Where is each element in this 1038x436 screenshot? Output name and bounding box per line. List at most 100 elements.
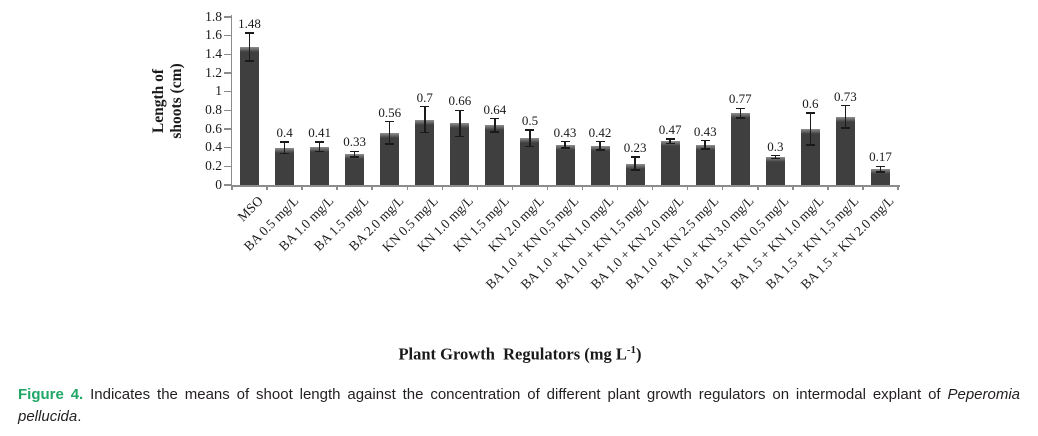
error-bar-cap-bottom (770, 157, 780, 160)
error-bar-cap-bottom (630, 169, 640, 171)
error-bar-cap-bottom (525, 145, 535, 148)
error-bar-cap-top (315, 141, 325, 143)
error-bar-line (248, 32, 251, 61)
error-bar-cap-bottom (490, 131, 500, 133)
y-axis-tick-label: 1 (215, 83, 222, 99)
error-bar-cap-top (805, 112, 815, 114)
bar (835, 116, 855, 185)
error-bar-line (809, 113, 812, 145)
y-axis-tick-label: 0.4 (205, 139, 222, 155)
error-bar-cap-top (490, 117, 500, 120)
error-bar-line (704, 140, 706, 150)
y-axis-tick-label: 0.6 (205, 120, 222, 136)
error-bar-line (879, 166, 882, 172)
y-axis-tick-label: 0.8 (205, 101, 222, 117)
y-axis-tick-label: 0 (215, 176, 222, 192)
bar (415, 119, 435, 185)
y-axis-tick (224, 165, 232, 168)
error-bar-cap-bottom (595, 149, 605, 151)
bar (695, 144, 715, 185)
error-bar-cap-bottom (805, 144, 815, 146)
y-axis-tick (224, 146, 232, 149)
y-axis-tick-label: 1.6 (205, 27, 222, 43)
error-bar-line (529, 129, 531, 147)
bar-chart: 0 0.2 0.4 0.6 0.8 1 1.2 1.4 1.6 1.8 1.48 MSO 0.4 BA 0… (205, 9, 900, 292)
error-bar-line (459, 110, 461, 137)
x-axis-tick (336, 185, 338, 190)
error-bar-line (283, 142, 286, 154)
bar-value-label: 0.43 (693, 123, 717, 139)
bar-value-label: 0.3 (767, 138, 784, 154)
error-bar-cap-top (700, 139, 710, 142)
error-bar-cap-top (525, 129, 535, 131)
error-bar-cap-top (630, 156, 640, 158)
error-bar-cap-bottom (315, 150, 325, 153)
error-bar-cap-top (735, 107, 745, 110)
y-axis-title-line1: Length of (150, 68, 167, 134)
x-axis-title: Plant Growth Regulators (mg L-1) (300, 344, 740, 365)
y-axis-tick (224, 184, 232, 186)
error-bar-cap-bottom (350, 156, 360, 158)
x-axis-tick (266, 185, 268, 190)
bar-value-label: 0.17 (869, 149, 892, 165)
x-axis-tick (476, 185, 479, 190)
error-bar-line (318, 142, 321, 152)
y-axis-tick (224, 53, 232, 56)
x-axis-title-text: Plant Growth Regulators (mg L (398, 344, 627, 364)
x-axis-tick (441, 185, 444, 190)
error-bar-line (564, 141, 566, 149)
error-bar-line (634, 157, 636, 171)
error-bar-line (599, 141, 601, 150)
bar-value-label: 0.56 (378, 104, 402, 120)
figure-caption: Figure 4. Indicates the means of shoot l… (18, 384, 1020, 427)
error-bar-line (424, 106, 426, 133)
figure-caption-body: Indicates the means of shoot length agai… (83, 386, 948, 403)
error-bar-cap-top (840, 104, 850, 107)
bar-value-label: 0.7 (416, 89, 433, 105)
error-bar-cap-bottom (840, 127, 850, 129)
bar (380, 132, 400, 185)
error-bar-cap-top (280, 141, 290, 143)
y-axis-tick-label: 1.2 (205, 64, 222, 80)
error-bar-cap-bottom (735, 117, 745, 119)
figure-caption-label: Figure 4. (18, 386, 84, 403)
bar-value-label: 0.42 (588, 124, 612, 140)
x-axis-tick (616, 185, 619, 190)
x-axis-tick (581, 185, 584, 190)
error-bar-cap-bottom (875, 171, 885, 173)
bar (660, 141, 680, 185)
bar-value-label: 0.4 (276, 125, 293, 141)
x-axis-tick (827, 185, 829, 190)
x-axis-tick (301, 185, 303, 190)
x-axis-title-close: ) (636, 344, 642, 364)
error-bar-cap-top (420, 105, 430, 108)
y-axis-title-line2: shoots (cm) (168, 63, 185, 139)
y-axis-title: Length of shoots (cm) (150, 63, 186, 138)
bar-value-label: 0.41 (308, 125, 331, 141)
figure-caption-species: Peperomia pellucida (18, 386, 1021, 425)
bar (485, 125, 505, 185)
error-bar-cap-bottom (700, 148, 710, 150)
x-axis-tick (686, 185, 689, 190)
bar (275, 147, 295, 185)
x-axis-title-superscript: -1 (626, 344, 637, 356)
bar (625, 163, 645, 185)
bar (240, 46, 260, 185)
y-axis-tick (224, 90, 232, 93)
x-axis-tick (546, 185, 549, 190)
bar (590, 145, 610, 185)
error-bar-cap-top (560, 140, 570, 143)
error-bar-cap-bottom (420, 131, 430, 134)
x-axis-tick (862, 185, 864, 190)
error-bar-cap-bottom (245, 60, 255, 62)
y-axis-tick (224, 109, 232, 112)
error-bar-line (739, 108, 741, 118)
error-bar-line (353, 151, 356, 157)
bar (345, 154, 365, 185)
bar-value-label: 0.5 (521, 112, 539, 128)
error-bar-cap-top (875, 165, 885, 168)
error-bar-cap-top (245, 32, 255, 34)
x-axis-tick (792, 185, 794, 190)
error-bar-cap-bottom (385, 143, 395, 145)
error-bar-cap-top (350, 150, 360, 153)
